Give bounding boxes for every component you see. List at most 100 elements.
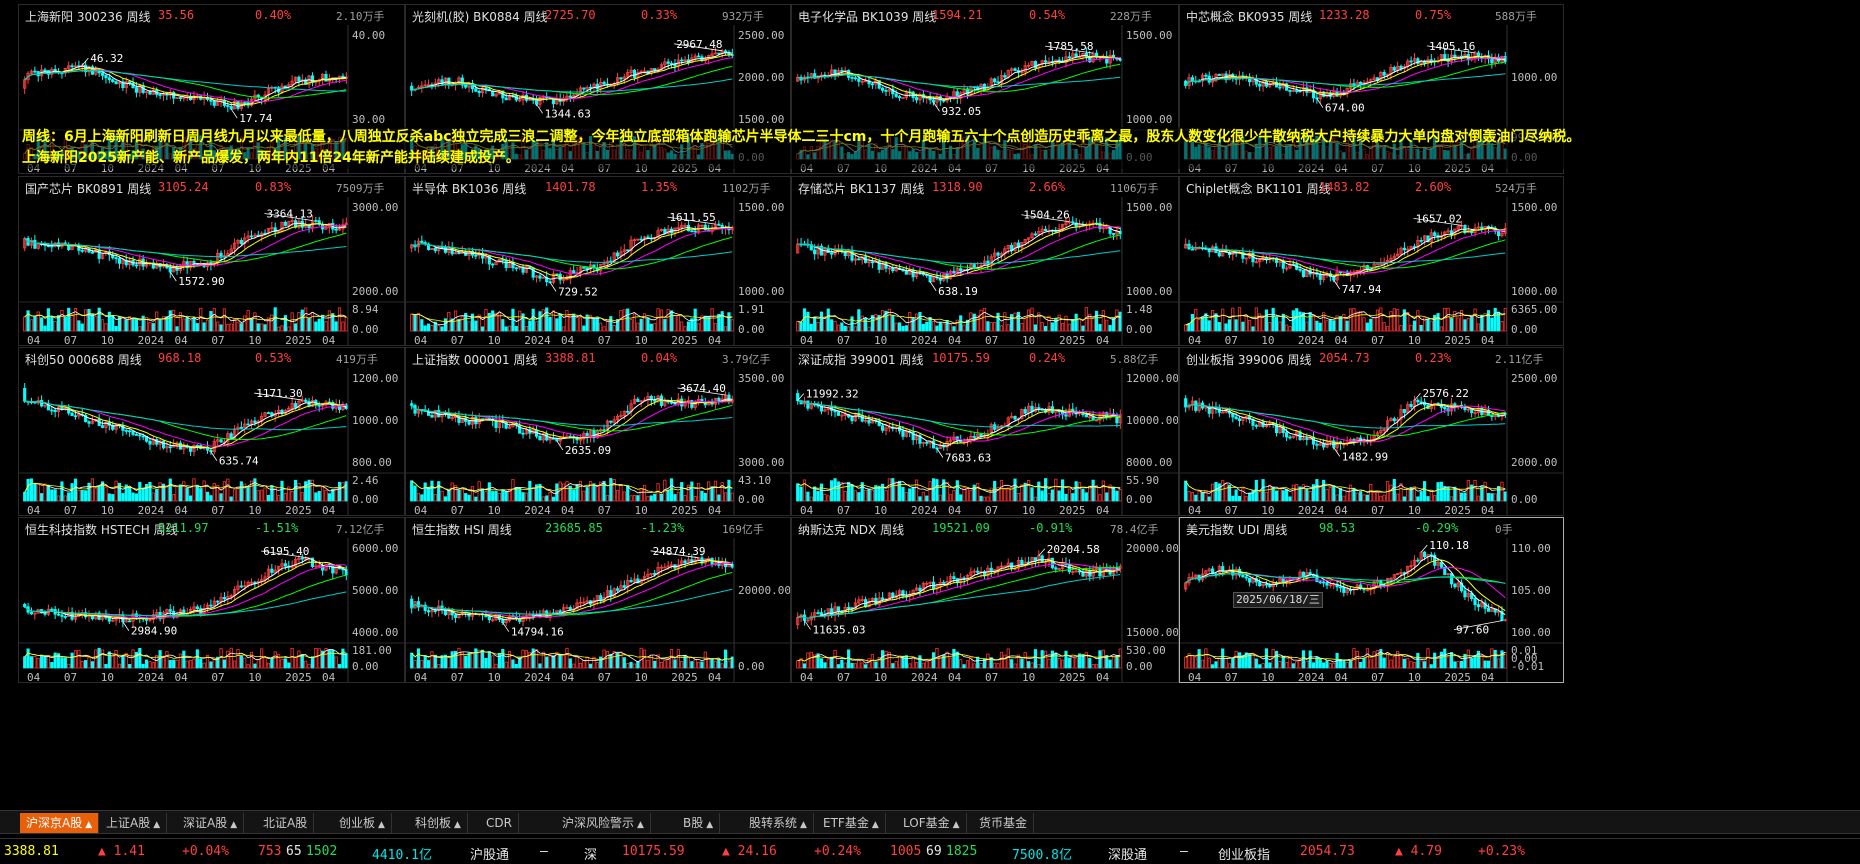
volume-bar — [813, 486, 817, 502]
candle — [1248, 577, 1252, 583]
chart-panel[interactable]: 3674.40 2635.09 3500.00 3000.00 43.10 0.00 04 0… — [405, 347, 791, 516]
candle — [182, 97, 186, 99]
volume-bar — [572, 663, 576, 669]
volume-bar — [836, 324, 841, 332]
candle — [1074, 570, 1078, 573]
candle — [487, 418, 491, 420]
volume-bar — [864, 317, 868, 332]
candle — [168, 446, 172, 449]
high-marker-arrow — [264, 213, 313, 221]
low-marker-label: 635.74 — [219, 455, 259, 468]
volume-bar — [1369, 318, 1373, 332]
volume-bar — [696, 482, 701, 502]
chart-panel[interactable]: 3364.13 1572.90 3000.00 2000.00 8.94 0.00 04 07… — [18, 176, 405, 346]
candle — [344, 569, 348, 576]
volume-bar — [1258, 313, 1262, 332]
candle — [884, 89, 888, 92]
candle — [877, 420, 881, 427]
volume-bar — [850, 484, 854, 502]
volume-bar — [464, 312, 468, 332]
volume-bar — [1305, 660, 1309, 669]
ma-line — [24, 591, 347, 617]
volume-bar — [1406, 311, 1410, 332]
candle — [1449, 230, 1454, 236]
time-axis-tick: 2025 — [1059, 671, 1086, 683]
candle — [239, 585, 243, 588]
chart-panel[interactable]: 24874.39 14794.16 20000.00 0.00 04 07 10 2024 04… — [405, 517, 791, 683]
chart-panel[interactable]: 1171.30 635.74 1200.00 1000.00 800.00 2.46 0.0… — [18, 347, 405, 516]
volume-bar — [243, 315, 247, 332]
ma-line — [797, 243, 1121, 265]
volume-bar — [521, 649, 525, 669]
volume-bar — [1057, 657, 1061, 669]
volume-bar — [1234, 319, 1238, 332]
volume-bar — [273, 651, 277, 669]
volume-bar — [487, 482, 491, 502]
change-percent: 1.35% — [641, 180, 678, 194]
volume-bar — [138, 326, 142, 332]
time-axis-tick: 04 — [175, 504, 189, 516]
volume-bar — [911, 486, 915, 502]
chart-panel[interactable]: 20204.58 11635.03 20000.00 15000.00 530.00 0.… — [791, 517, 1179, 683]
volume-bar — [588, 481, 593, 502]
candle — [60, 614, 64, 617]
candle — [1241, 574, 1245, 578]
chart-panel[interactable]: 1657.02 747.94 1500.00 1000.00 6365.00 0.00 04… — [1179, 176, 1564, 346]
volume-bar — [1433, 314, 1437, 332]
last-price: 1318.90 — [932, 180, 983, 194]
volume-bar — [959, 659, 963, 669]
candle — [965, 574, 970, 580]
volume-bar — [1308, 490, 1312, 502]
candle — [300, 557, 304, 560]
candle — [280, 563, 284, 567]
volume-bar — [80, 489, 84, 502]
volume-bar — [185, 660, 189, 669]
candle — [253, 581, 257, 584]
chart-panel[interactable]: 110.18 97.60 110.00 105.00 100.00 0.01 0.00 -0.… — [1179, 517, 1564, 683]
time-axis-tick: 2025 — [285, 334, 312, 346]
volume-bar — [1194, 656, 1198, 669]
volume-bar — [1197, 319, 1201, 332]
candle — [1470, 408, 1474, 414]
candle — [999, 253, 1004, 256]
chart-panel[interactable]: 1611.55 729.52 1500.00 1000.00 1.91 0.00 04 07 1… — [405, 176, 791, 346]
volume-bar — [192, 658, 196, 669]
candle — [602, 82, 606, 85]
volume-bar — [1352, 487, 1356, 502]
volume-bar — [1248, 493, 1252, 502]
candle — [1375, 263, 1380, 266]
chart-panel[interactable]: 11992.32 7683.63 12000.00 10000.00 8000.00 55… — [791, 347, 1179, 516]
ma-line — [797, 63, 1121, 93]
volume-bar — [1281, 313, 1285, 332]
volume-bar — [568, 485, 572, 502]
candle — [430, 610, 434, 613]
ma-line — [411, 562, 733, 618]
volume-bar — [730, 492, 734, 502]
volume-bar — [642, 313, 647, 332]
volume-bar — [229, 496, 233, 502]
volume-bar — [908, 488, 912, 502]
last-price: 1233.28 — [1319, 8, 1370, 22]
time-axis-tick: 04 — [27, 504, 41, 516]
time-axis-tick: 10 — [248, 334, 261, 346]
volume-bar — [188, 660, 193, 669]
volume-bar — [1328, 663, 1332, 669]
candle — [263, 576, 267, 581]
volume-bar — [1200, 316, 1205, 332]
candle — [1020, 559, 1024, 565]
volume-bar — [307, 317, 311, 332]
volume-axis-tick: 43.10 — [738, 474, 771, 487]
volume-bar — [518, 657, 522, 669]
volume-bar — [497, 311, 502, 332]
candle — [43, 404, 47, 407]
volume-bar — [1503, 308, 1507, 332]
chart-panel[interactable]: 2576.22 1482.99 2500.00 2000.00 0.00 04 07 10 20… — [1179, 347, 1564, 516]
volume-bar — [1436, 313, 1440, 332]
change-percent: 2.66% — [1029, 180, 1066, 194]
chart-panel[interactable]: 1504.26 638.19 1500.00 1000.00 1.48 0.00 04 07 1… — [791, 176, 1179, 346]
candle — [836, 411, 841, 416]
volume-bar — [659, 309, 664, 332]
price-axis-tick: 4000.00 — [352, 626, 398, 639]
candle — [538, 275, 542, 279]
chart-panel[interactable]: 6195.40 2984.90 6000.00 5000.00 4000.00 181.0… — [18, 517, 405, 683]
